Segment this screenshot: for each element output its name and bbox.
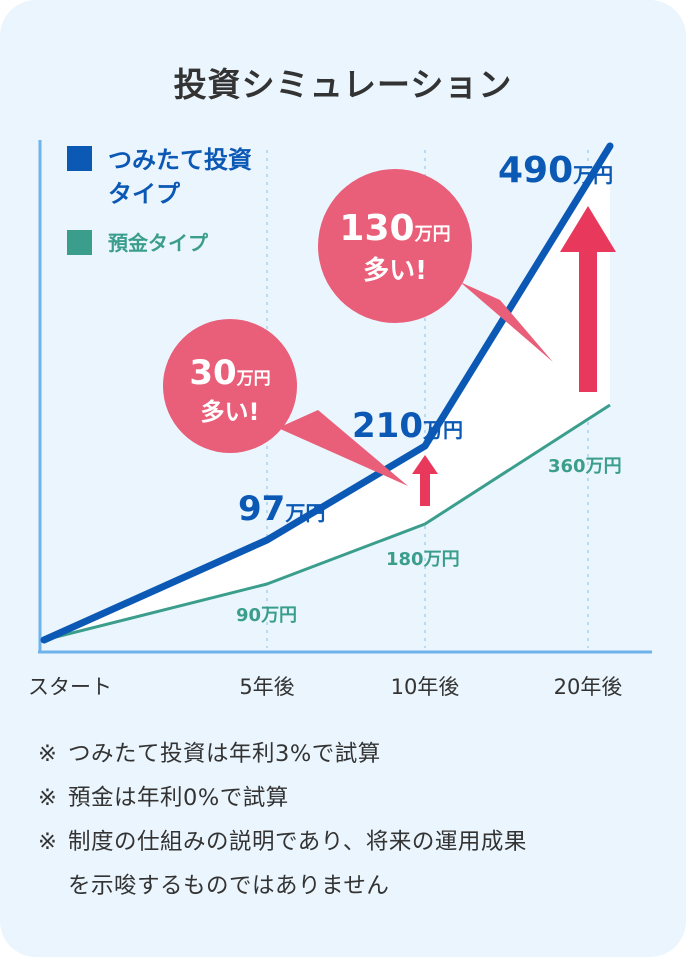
x-tick-start: スタート xyxy=(28,675,112,699)
deposit-series-line xyxy=(43,403,611,642)
callout-130-text: 多い! xyxy=(363,256,427,286)
invest-label-20y: 490万円 xyxy=(498,150,613,191)
x-tick-10y: 10年後 xyxy=(391,675,460,699)
callout-130-amount: 130万円 xyxy=(339,208,450,249)
legend-deposit-swatch xyxy=(67,230,92,255)
investment-chart: つみたて投資 タイプ 預金タイプ 97万円 210万円 490万円 90万円 1… xyxy=(28,140,652,699)
footnote-1-text: つみたて投資は年利3%で試算 xyxy=(68,741,381,767)
footnote-2-text: 預金は年利0%で試算 xyxy=(68,785,289,811)
x-tick-20y: 20年後 xyxy=(554,675,623,699)
difference-area xyxy=(44,146,610,640)
chart-title: 投資シミュレーション xyxy=(173,65,513,104)
footnote-3: ※ 制度の仕組みの説明であり、将来の運用成果 xyxy=(38,820,658,864)
note-mark: ※ xyxy=(38,829,58,855)
footnote-1: ※ つみたて投資は年利3%で試算 xyxy=(38,732,658,776)
legend-invest-label: つみたて投資 xyxy=(108,146,252,174)
difference-arrow-10y xyxy=(412,455,438,506)
legend-invest-label-2: タイプ xyxy=(108,180,181,208)
footnote-2: ※ 預金は年利0%で試算 xyxy=(38,776,658,820)
callout-30-text: 多い! xyxy=(201,398,260,426)
legend-deposit-label: 預金タイプ xyxy=(108,231,209,255)
callout-30-amount: 30万円 xyxy=(189,353,270,393)
legend-invest-swatch xyxy=(67,146,92,171)
footnotes: ※ つみたて投資は年利3%で試算 ※ 預金は年利0%で試算 ※ 制度の仕組みの説… xyxy=(38,732,658,908)
deposit-label-5y: 90万円 xyxy=(236,605,297,626)
note-mark: ※ xyxy=(38,741,58,767)
difference-arrow-20y xyxy=(560,206,616,392)
invest-series-line xyxy=(40,142,614,644)
x-tick-5y: 5年後 xyxy=(239,675,294,699)
note-mark: ※ xyxy=(38,785,58,811)
footnote-3-continued: を示唆するものではありません xyxy=(68,873,390,899)
invest-label-5y: 97万円 xyxy=(238,489,325,529)
callout-130: 130万円 多い! xyxy=(318,169,553,362)
deposit-label-10y: 180万円 xyxy=(386,549,460,570)
callout-30: 30万円 多い! xyxy=(163,319,408,486)
deposit-label-20y: 360万円 xyxy=(548,456,622,477)
footnote-3-text: 制度の仕組みの説明であり、将来の運用成果 xyxy=(68,829,527,855)
invest-label-10y: 210万円 xyxy=(352,406,463,446)
